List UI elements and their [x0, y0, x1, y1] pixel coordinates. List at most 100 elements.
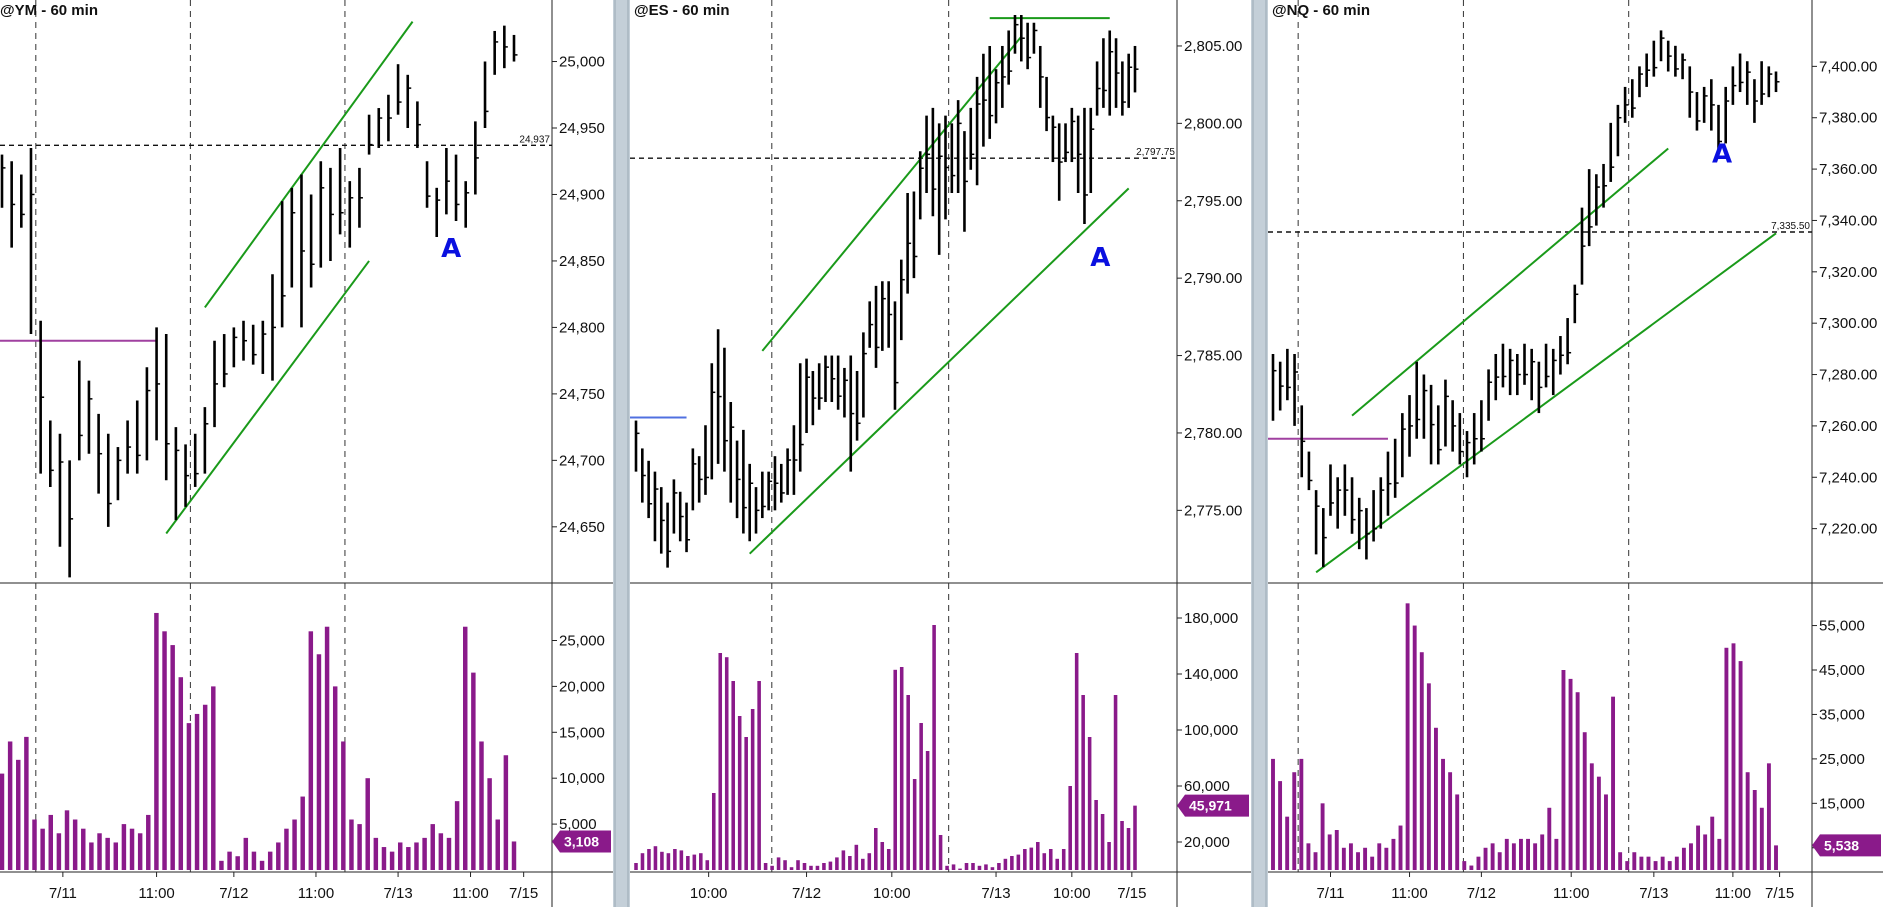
volume-bar	[1398, 825, 1403, 870]
volume-bar	[129, 828, 135, 870]
volume-bar	[1511, 843, 1516, 870]
volume-bar	[854, 844, 859, 870]
volume-tick-label: 20,000	[1184, 834, 1230, 851]
volume-bar	[1003, 858, 1008, 870]
volume-bar	[666, 853, 671, 870]
last-volume-badge	[1177, 794, 1249, 817]
volume-bar	[958, 868, 962, 870]
volume-bar	[1448, 772, 1453, 870]
trend-channel-line	[1315, 232, 1777, 574]
volume-tick-label: 55,000	[1819, 618, 1865, 635]
volume-bar	[1433, 727, 1438, 870]
volume-tick-label: 45,000	[1819, 662, 1865, 679]
volume-bar	[81, 828, 86, 870]
volume-bar	[867, 853, 872, 870]
volume-bar	[1356, 852, 1360, 870]
volume-bar	[397, 842, 403, 870]
volume-bar	[170, 645, 175, 870]
chart-panel-nq: 7,335.50 7,400.00 7,380.00 7,360.00 7,340.00…	[1268, 0, 1883, 907]
price-tick-label: 24,650	[559, 519, 605, 536]
chart-title: @ES - 60 min	[634, 2, 730, 19]
volume-bar	[945, 865, 949, 870]
volume-bar	[835, 857, 839, 870]
volume-bar	[1363, 847, 1368, 870]
volume-bar	[1504, 838, 1509, 870]
chart-panel-es: 2,797.75 2,805.00 2,800.00 2,795.00 2,790.00…	[630, 0, 1251, 907]
volume-bar	[1490, 843, 1495, 870]
wave-annotation-label: A	[1090, 243, 1110, 273]
volume-bar	[744, 737, 748, 870]
volume-bar	[1055, 858, 1060, 870]
volume-bar	[121, 824, 127, 870]
wave-annotation-label: A	[1712, 140, 1732, 170]
price-tick-label: 24,800	[559, 319, 605, 336]
chart-panel-ym: 24,937 25,000 24,950 24,900 24,850 24,800 24,7…	[0, 0, 613, 907]
last-volume-value: 3,108	[564, 833, 599, 849]
volume-bar	[776, 857, 781, 870]
volume-bar	[925, 751, 930, 870]
volume-bar	[1061, 849, 1066, 870]
volume-bar	[1689, 843, 1693, 870]
volume-bar	[162, 631, 167, 870]
volume-bar	[1100, 814, 1105, 870]
volume-tick-label: 5,000	[559, 816, 597, 833]
volume-bar	[284, 828, 289, 870]
volume-bar	[479, 741, 484, 870]
volume-bar	[750, 709, 755, 870]
volume-bar	[757, 681, 761, 870]
trend-channel-line	[165, 260, 370, 535]
time-tick-label: 7/13	[1639, 885, 1668, 902]
volume-bar	[1589, 763, 1594, 870]
time-tick-label: 7/15	[1765, 885, 1794, 902]
volume-tick-label: 15,000	[1819, 795, 1865, 812]
volume-tick-label: 20,000	[559, 678, 605, 695]
time-tick-label: 7/13	[981, 885, 1010, 902]
volume-bar	[1717, 838, 1722, 870]
volume-bar	[711, 793, 716, 870]
volume-bar	[1766, 763, 1771, 870]
volume-tick-label: 15,000	[559, 724, 605, 741]
volume-bar	[1519, 838, 1523, 870]
volume-bar	[1016, 854, 1021, 870]
price-tick-label: 24,900	[559, 186, 605, 203]
volume-bar	[154, 612, 159, 870]
volume-bar	[997, 863, 1001, 870]
volume-bar	[1745, 772, 1750, 870]
volume-bar	[503, 755, 509, 870]
volume-bar	[332, 686, 338, 870]
volume-bar	[692, 854, 697, 870]
volume-bar	[705, 860, 710, 870]
volume-bar	[357, 824, 362, 870]
volume-bar	[16, 759, 21, 870]
volume-bar	[932, 625, 936, 870]
volume-bar	[1604, 794, 1608, 870]
volume-bar	[219, 860, 224, 870]
price-tick-label: 2,795.00	[1184, 193, 1242, 210]
volume-bar	[389, 851, 395, 870]
volume-bar	[1533, 843, 1538, 870]
volume-bar	[848, 856, 852, 870]
volume-bar	[1596, 776, 1601, 870]
volume-bar	[1703, 834, 1708, 870]
volume-bar	[1455, 794, 1460, 870]
volume-bar	[422, 837, 427, 870]
volume-bar	[430, 824, 435, 870]
price-tick-label: 7,260.00	[1819, 418, 1877, 435]
volume-bar	[1419, 652, 1424, 870]
volume-bar	[1667, 861, 1672, 870]
volume-bar	[341, 741, 346, 870]
volume-bar	[789, 867, 794, 870]
volume-bar	[984, 864, 988, 870]
volume-bar	[653, 846, 658, 870]
volume-tick-label: 25,000	[559, 632, 605, 649]
volume-bar	[292, 819, 297, 870]
price-tick-label: 2,790.00	[1184, 270, 1242, 287]
volume-bar	[259, 860, 265, 870]
volume-bar	[1752, 790, 1757, 870]
volume-bar	[365, 778, 370, 870]
volume-bar	[1299, 758, 1304, 870]
price-tick-label: 7,280.00	[1819, 367, 1877, 384]
volume-bar	[1462, 861, 1467, 870]
volume-bar	[919, 723, 923, 870]
